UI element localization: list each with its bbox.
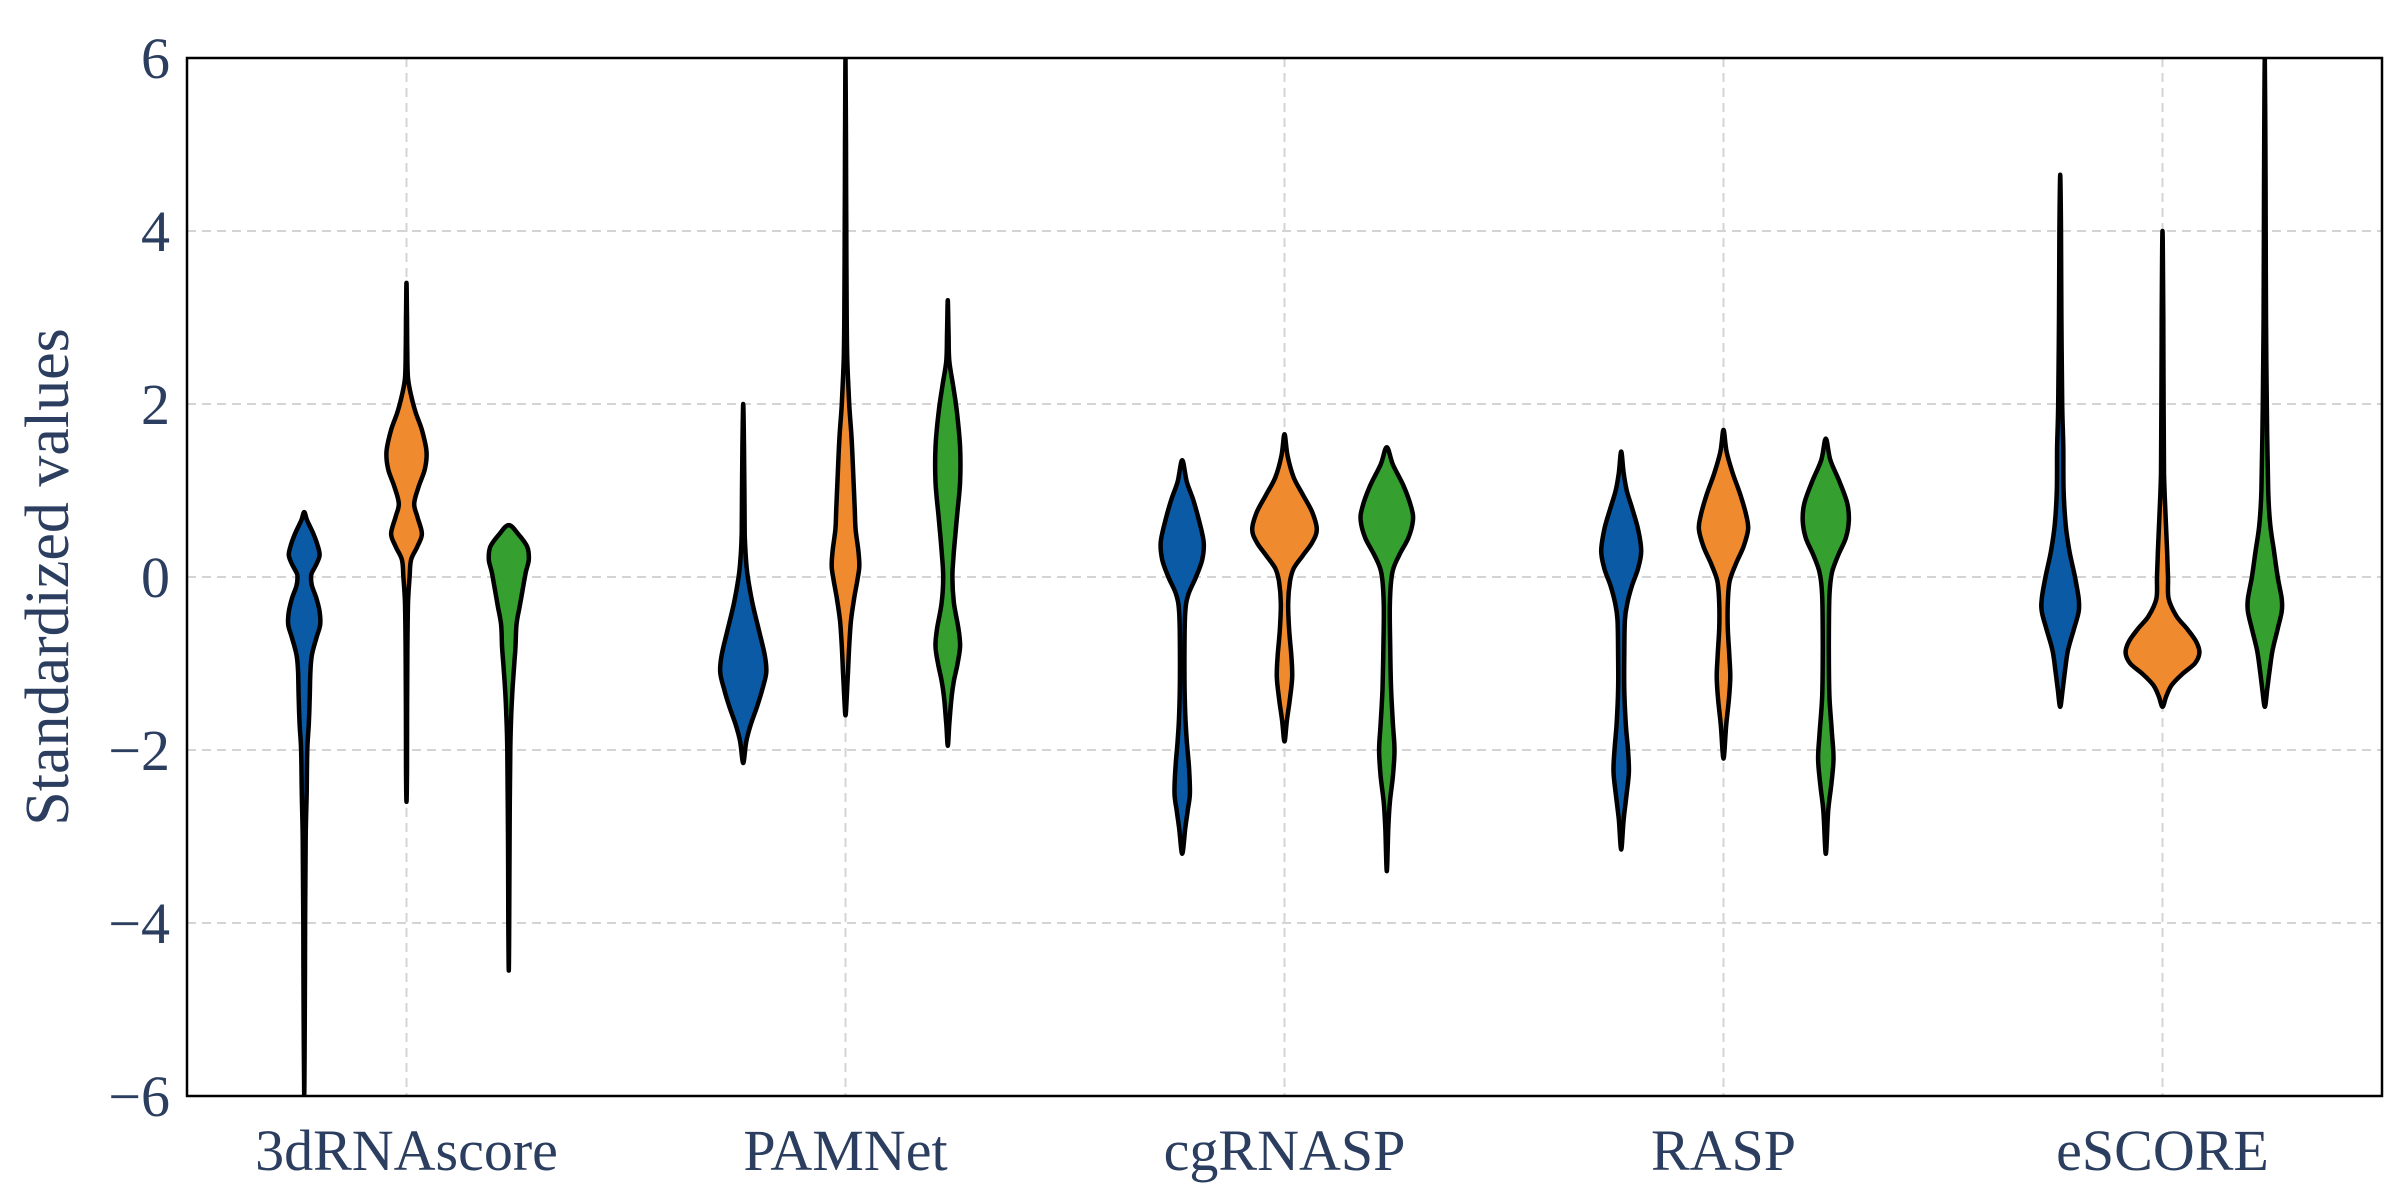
violin-mark (1158, 457, 1207, 857)
violin-mark (1249, 432, 1320, 744)
violin-mark (1800, 436, 1852, 857)
x-tick-label: PAMNet (743, 1118, 947, 1183)
violin-mark (1358, 445, 1416, 874)
y-tick-label: 2 (141, 372, 170, 437)
violin-mark (285, 509, 323, 1096)
x-tick-label: RASP (1651, 1118, 1796, 1183)
y-tick-label: −4 (108, 891, 170, 956)
violin-mark (2039, 172, 2082, 710)
violin-mark (486, 522, 532, 973)
violin-mark (717, 401, 769, 766)
x-tick-label: eSCORE (2056, 1118, 2269, 1183)
plot-frame (185, 56, 2384, 1098)
y-axis-label: Standardized values (14, 328, 82, 826)
violin-mark (2245, 58, 2285, 710)
x-tick-label: 3dRNAscore (255, 1118, 558, 1183)
x-tick-label: cgRNASP (1164, 1118, 1406, 1183)
y-tick-label: −2 (108, 718, 170, 783)
y-tick-label: 4 (141, 199, 170, 264)
y-tick-label: −6 (108, 1064, 170, 1129)
grid-lines (187, 58, 2382, 1096)
violin-mark (829, 58, 862, 718)
y-tick-label: 6 (141, 26, 170, 91)
violin-mark (1696, 427, 1751, 761)
violin-mark (1598, 449, 1644, 852)
violin-mark (932, 297, 963, 748)
violin-mark (2123, 228, 2202, 710)
y-tick-label: 0 (141, 545, 170, 610)
x-axis-ticks: 3dRNAscore PAMNet cgRNASP RASP eSCORE (255, 1118, 2269, 1183)
y-axis-ticks: 6 4 2 0 −2 −4 −6 (108, 26, 170, 1129)
violin-layer (285, 58, 2285, 1096)
violin-mark (384, 280, 429, 805)
